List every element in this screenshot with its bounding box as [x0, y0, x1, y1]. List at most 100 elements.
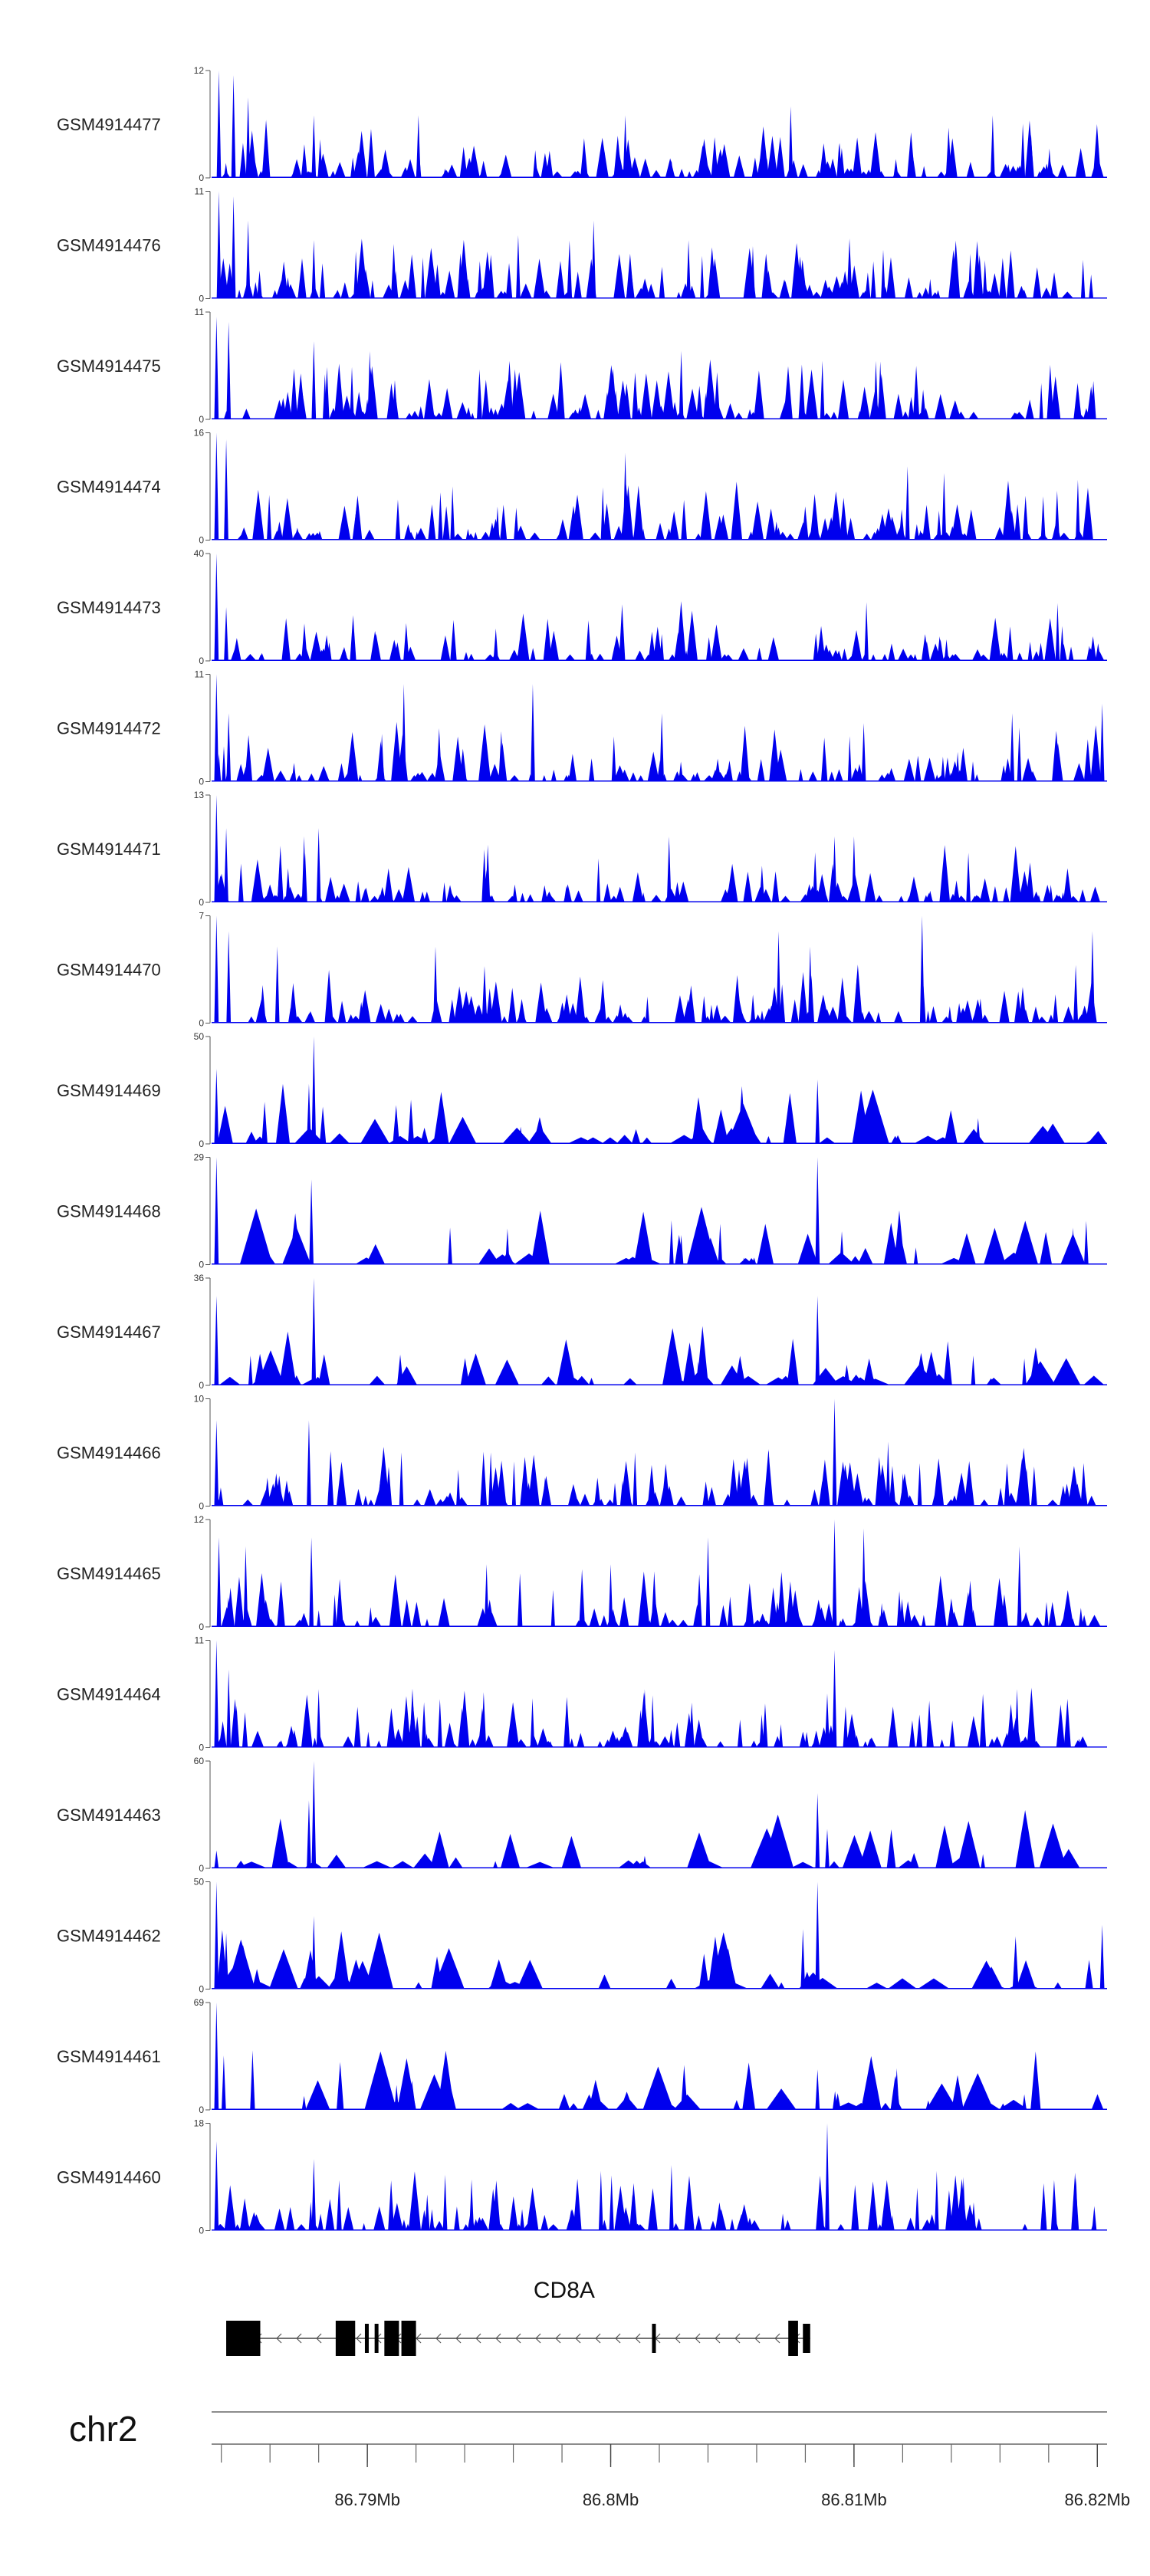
signal-peak — [1051, 1358, 1081, 1385]
signal-peak — [370, 1616, 382, 1627]
signal-peak — [777, 1572, 786, 1627]
strand-arrow — [455, 2333, 462, 2344]
signal-peak — [980, 1967, 1004, 1990]
track-ymax-label: 40 — [194, 548, 205, 559]
track-ymin-label: 0 — [199, 294, 204, 304]
signal-peak — [1020, 289, 1027, 299]
signal-peak — [659, 713, 665, 782]
signal-peak — [711, 403, 724, 419]
gene-exon — [374, 2324, 379, 2353]
signal-peak — [270, 772, 275, 782]
signal-peak — [840, 1016, 853, 1024]
signal-peak — [799, 1731, 807, 1748]
signal-peak — [491, 651, 501, 661]
signal-peak — [634, 650, 646, 661]
signal-peak — [519, 1014, 527, 1024]
signal-peak — [600, 487, 605, 540]
signal-peak — [912, 654, 918, 661]
signal-peak — [251, 859, 264, 902]
signal-peak — [698, 1953, 709, 1990]
signal-peak — [459, 146, 468, 178]
signal-peak — [1014, 504, 1021, 540]
signal-baseline — [212, 1263, 1107, 1265]
signal-peak — [926, 2083, 958, 2110]
signal-peak — [377, 1447, 390, 1506]
signal-peak — [527, 1454, 540, 1506]
signal-peak — [944, 1110, 958, 1144]
signal-peak — [360, 1861, 393, 1868]
signal-peak — [363, 529, 376, 540]
signal-peak — [218, 258, 229, 299]
signal-peak — [934, 2170, 939, 2231]
signal-peak — [936, 511, 941, 540]
signal-peak — [973, 2101, 1001, 2110]
signal-peak — [362, 2223, 366, 2231]
signal-peak — [1046, 1500, 1059, 1506]
signal-peak — [880, 1497, 885, 1506]
signal-peak — [340, 1619, 347, 1627]
signal-peak — [647, 1464, 656, 1506]
signal-peak — [337, 1001, 347, 1024]
signal-peak — [242, 278, 254, 299]
signal-peak — [886, 257, 896, 299]
signal-peak — [420, 1127, 429, 1144]
signal-peak — [835, 769, 843, 782]
signal-peak — [214, 915, 219, 1024]
signal-peak — [216, 71, 222, 178]
signal-area — [212, 1761, 1107, 1868]
signal-peak — [861, 2055, 882, 2110]
signal-peak — [750, 1740, 757, 1748]
strand-arrow — [774, 2333, 780, 2344]
signal-area — [212, 71, 1107, 178]
signal-peak — [648, 2188, 658, 2231]
signal-peak — [836, 2224, 846, 2231]
signal-peak — [958, 1233, 976, 1265]
signal-peak — [214, 1296, 219, 1385]
signal-peak — [547, 393, 560, 419]
axis-tick-label: 86.82Mb — [1064, 2490, 1130, 2509]
signal-peak — [452, 533, 464, 540]
signal-peak — [968, 412, 979, 419]
signal-peak — [580, 169, 590, 178]
signal-peak — [1027, 641, 1033, 661]
signal-peak — [865, 272, 871, 299]
track-ymin-label: 0 — [199, 777, 204, 787]
signal-peak — [651, 380, 662, 419]
signal-area — [212, 1881, 1107, 1990]
signal-peak — [301, 647, 310, 661]
coverage-track: GSM4914472 11 0 — [57, 669, 1107, 787]
signal-peak — [442, 506, 450, 540]
signal-peak — [725, 760, 733, 782]
signal-peak — [399, 1452, 404, 1506]
signal-peak — [507, 290, 512, 299]
signal-peak — [1090, 931, 1095, 1024]
signal-peak — [516, 235, 521, 299]
signal-peak — [936, 171, 946, 178]
signal-peak — [317, 153, 329, 178]
signal-peak — [687, 1832, 711, 1868]
signal-peak — [622, 383, 631, 419]
signal-peak — [448, 1227, 452, 1265]
signal-peak — [815, 1793, 820, 1868]
signal-peak — [979, 1499, 989, 1506]
signal-peak — [540, 1007, 553, 1024]
signal-peak — [368, 1375, 386, 1385]
signal-peak — [580, 1493, 590, 1506]
signal-peak — [695, 2215, 702, 2231]
signal-peak — [311, 115, 317, 178]
signal-peak — [603, 883, 612, 902]
track-label: GSM4914470 — [57, 961, 161, 980]
signal-peak — [434, 2220, 445, 2231]
signal-peak — [368, 1607, 373, 1627]
signal-peak — [1045, 654, 1057, 661]
track-ymax-label: 13 — [194, 790, 205, 800]
signal-peak — [615, 267, 624, 299]
signal-peak — [856, 1089, 889, 1144]
signal-peak — [546, 150, 554, 178]
signal-peak — [274, 2208, 285, 2231]
signal-peak — [646, 284, 656, 299]
signal-peak — [317, 531, 323, 540]
signal-peak — [317, 895, 323, 902]
signal-peak — [961, 2073, 994, 2110]
signal-peak — [666, 836, 672, 902]
